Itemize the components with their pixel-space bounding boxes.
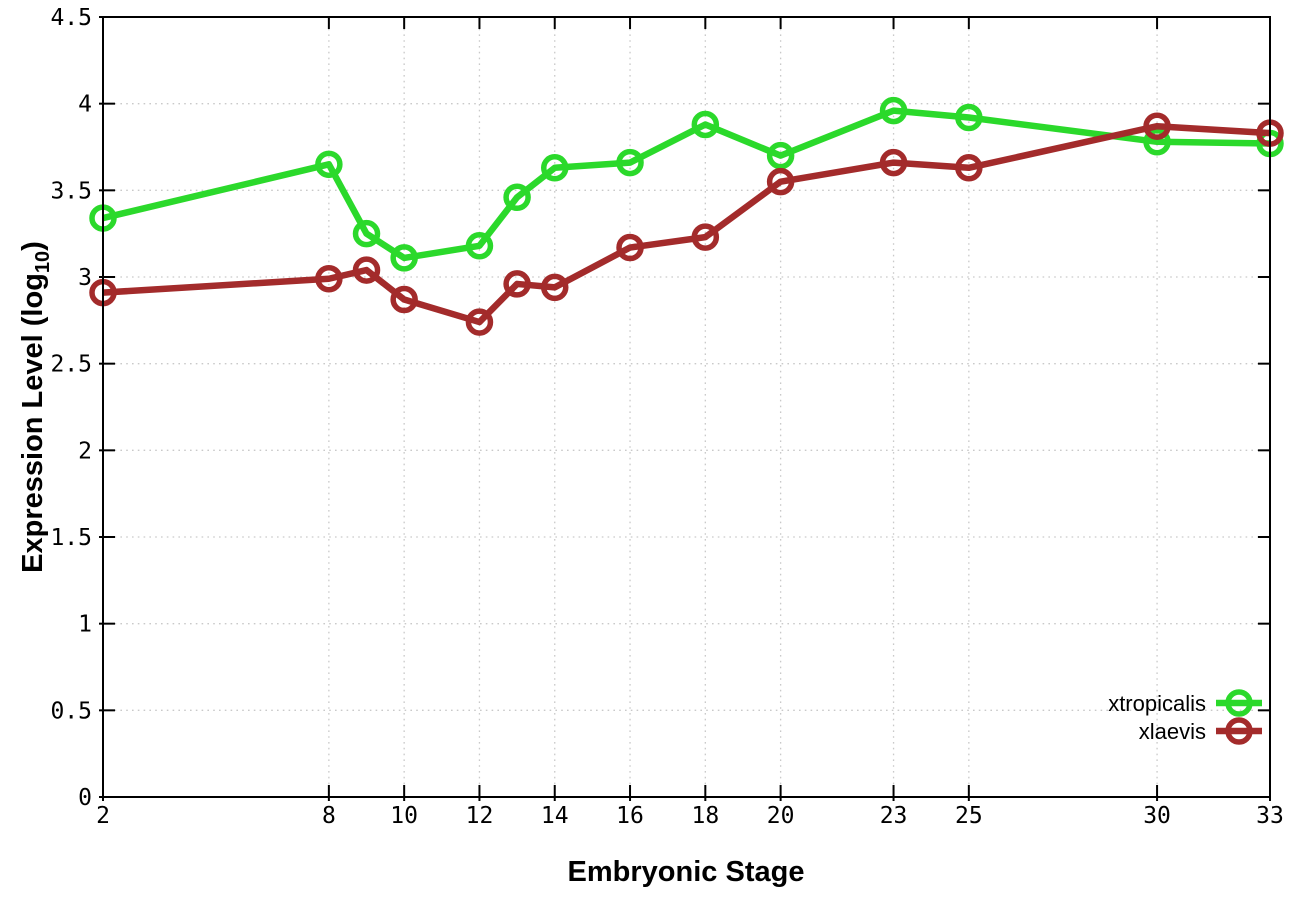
data-point-xtropicalis — [766, 141, 795, 170]
data-point-xtropicalis — [691, 110, 720, 139]
grid-layer — [102, 16, 1271, 798]
y-tick-label: 1 — [78, 612, 92, 638]
data-point-xtropicalis — [616, 148, 644, 177]
data-point-xtropicalis — [879, 96, 908, 125]
data-point-xtropicalis — [1143, 128, 1171, 156]
data-point-xlaevis — [465, 308, 494, 336]
y-axis-label: Expression Level (log10) — [17, 241, 54, 573]
legend-label-xtropicalis: xtropicalis — [1108, 691, 1206, 716]
y-tick-label: 1.5 — [50, 525, 92, 551]
x-tick-label: 2 — [96, 803, 110, 829]
x-tick-label: 30 — [1143, 803, 1171, 829]
legend-marker-xlaevis — [1225, 717, 1253, 745]
data-point-xtropicalis — [955, 103, 983, 132]
data-point-xlaevis — [390, 285, 418, 314]
x-tick-label: 12 — [466, 803, 494, 829]
y-tick-label: 0 — [78, 785, 92, 811]
data-point-xtropicalis — [390, 244, 418, 272]
x-axis-label: Embryonic Stage — [568, 856, 805, 888]
y-tick-label: 2.5 — [50, 352, 92, 378]
data-point-xlaevis — [691, 223, 720, 251]
y-tick-label: 4.5 — [50, 5, 92, 31]
x-tick-label: 20 — [767, 803, 795, 829]
x-tick-label: 23 — [880, 803, 908, 829]
data-point-xtropicalis — [315, 150, 343, 179]
data-point-xlaevis — [352, 256, 381, 284]
y-axis-label-main: Expression Level (log — [17, 273, 49, 573]
legend: xtropicalis xlaevis — [1108, 689, 1262, 745]
y-tick-label: 2 — [78, 438, 92, 464]
data-point-xtropicalis — [503, 183, 531, 212]
y-tick-label: 0.5 — [50, 698, 92, 724]
y-tick-label: 4 — [78, 92, 92, 118]
plot-border — [102, 16, 1271, 798]
y-tick-label: 3.5 — [50, 178, 92, 204]
data-point-xlaevis — [879, 148, 908, 177]
x-tick-label: 18 — [691, 803, 719, 829]
x-tick-label: 8 — [322, 803, 336, 829]
data-point-xlaevis — [315, 264, 343, 293]
x-tick-label: 16 — [616, 803, 644, 829]
data-point-xlaevis — [766, 167, 795, 196]
legend-label-xlaevis: xlaevis — [1139, 719, 1206, 744]
x-tick-label: 10 — [390, 803, 418, 829]
data-point-xlaevis — [540, 273, 569, 302]
data-point-xlaevis — [616, 233, 644, 262]
y-axis-label-subscript: 10 — [32, 251, 54, 273]
data-point-xtropicalis — [465, 232, 494, 260]
data-point-xtropicalis — [540, 154, 569, 182]
data-point-xlaevis — [955, 154, 983, 182]
y-axis-label-close: ) — [17, 241, 49, 251]
series-line-xlaevis — [102, 122, 1271, 326]
x-tick-label: 14 — [541, 803, 569, 829]
data-point-xtropicalis — [352, 219, 381, 248]
x-tick-label: 25 — [955, 803, 983, 829]
data-point-xlaevis — [1143, 112, 1171, 140]
series-layer — [89, 96, 1284, 336]
y-tick-label: 3 — [78, 265, 92, 291]
x-tick-label: 33 — [1256, 803, 1284, 829]
legend-marker-xtropicalis — [1225, 689, 1253, 717]
series-line-xtropicalis — [102, 107, 1271, 262]
axis-layer — [99, 16, 1271, 801]
tick-label-layer: 2 8 10 12 14 16 18 20 23 25 30 33 0 0.5 1 1.5 2 2.5 3 3.5 4 4… — [50, 5, 1283, 829]
data-point-xlaevis — [503, 270, 531, 298]
